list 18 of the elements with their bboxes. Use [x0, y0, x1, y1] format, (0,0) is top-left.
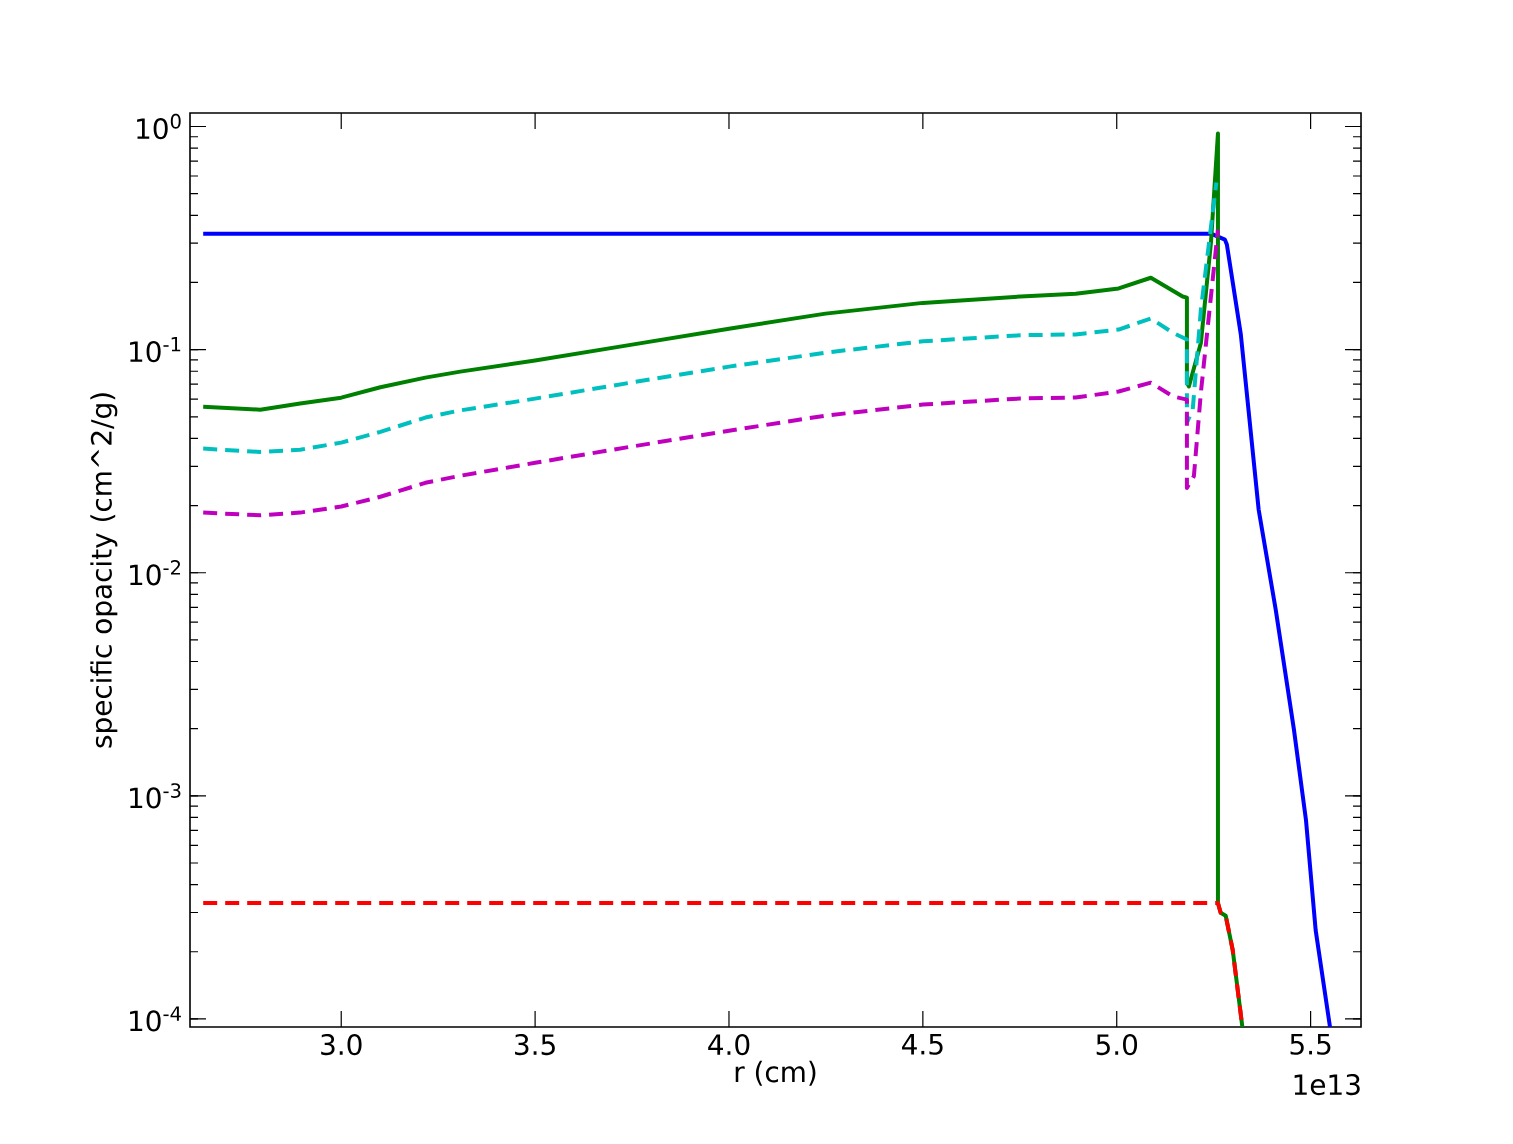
line-series: [201, 227, 1220, 518]
x-tick-label: 4.5: [902, 1034, 943, 1055]
y-tick-label: 10$^{0}$: [137, 113, 181, 140]
x-tick-label: 3.5: [515, 1034, 555, 1056]
x-axis-title: r (cm): [735, 1060, 816, 1086]
y-axis-title: specific opacity (cm^2/g): [90, 393, 118, 748]
line-series: [201, 231, 1332, 1028]
x-tick-label: 5.0: [1096, 1034, 1138, 1056]
y-tick-label: 10$^{-4}$: [130, 1006, 181, 1032]
x-tick-label: 4.0: [708, 1034, 750, 1056]
x-tick-label: 3.0: [321, 1034, 362, 1056]
line-series: [201, 180, 1219, 454]
x-tick-label: 5.5: [1290, 1034, 1331, 1055]
y-tick-label: 10$^{-1}$: [130, 337, 181, 363]
y-tick-label: 10$^{-2}$: [130, 560, 181, 586]
text: 1e13: [1294, 1074, 1360, 1096]
y-tick-label: 10$^{-3}$: [130, 783, 181, 809]
line-series: [201, 131, 1245, 1028]
